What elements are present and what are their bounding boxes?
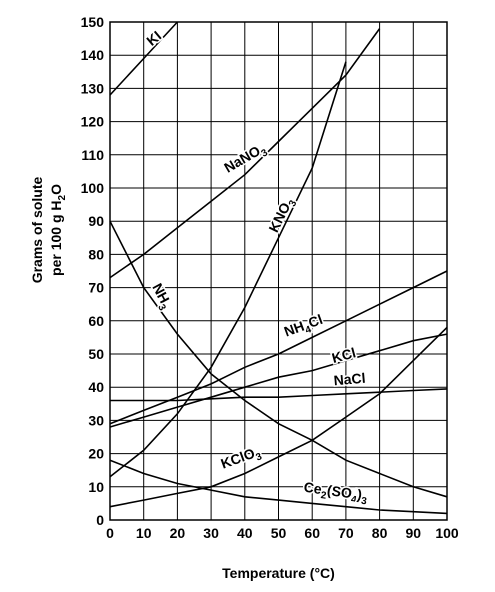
y-tick-label: 140 xyxy=(81,47,105,63)
series-line xyxy=(109,61,347,478)
x-tick-label: 70 xyxy=(338,525,354,541)
y-tick-label: 90 xyxy=(88,213,104,229)
series-line xyxy=(109,270,448,425)
x-tick-label: 20 xyxy=(170,525,186,541)
y-tick-label: 70 xyxy=(88,280,104,296)
y-tick-label: 110 xyxy=(81,147,104,163)
x-tick-label: 40 xyxy=(237,525,253,541)
series-label: NaCl xyxy=(333,370,366,389)
y-tick-label: 120 xyxy=(81,114,105,130)
series-line xyxy=(109,220,448,498)
y-tick-label: 80 xyxy=(88,246,104,262)
x-tick-label: 30 xyxy=(203,525,219,541)
y-tick-label: 150 xyxy=(81,14,105,30)
series-line xyxy=(109,28,381,279)
x-tick-label: 10 xyxy=(136,525,152,541)
series-line xyxy=(109,459,448,515)
x-tick-label: 90 xyxy=(406,525,422,541)
y-tick-label: 100 xyxy=(81,180,105,196)
series-line xyxy=(109,333,448,428)
x-tick-label: 50 xyxy=(271,525,287,541)
x-tick-label: 100 xyxy=(435,525,459,541)
y-tick-label: 30 xyxy=(88,412,104,428)
x-tick-label: 0 xyxy=(106,525,114,541)
x-tick-label: 60 xyxy=(304,525,320,541)
series-line xyxy=(109,326,448,508)
y-axis-title: Grams of solute xyxy=(29,177,45,284)
y-tick-label: 130 xyxy=(81,80,105,96)
series-label: Ce2(SO4)3 xyxy=(302,479,369,508)
y-tick-label: 20 xyxy=(88,446,104,462)
y-tick-label: 60 xyxy=(88,313,104,329)
x-axis-title: Temperature (°C) xyxy=(222,565,335,581)
series-line xyxy=(109,21,178,96)
y-axis-title: per 100 g H2O xyxy=(48,184,68,276)
y-tick-label: 50 xyxy=(88,346,104,362)
y-tick-label: 40 xyxy=(88,379,104,395)
y-tick-label: 0 xyxy=(96,512,104,528)
x-tick-label: 80 xyxy=(372,525,388,541)
series-line xyxy=(110,388,448,402)
y-tick-label: 10 xyxy=(88,479,104,495)
